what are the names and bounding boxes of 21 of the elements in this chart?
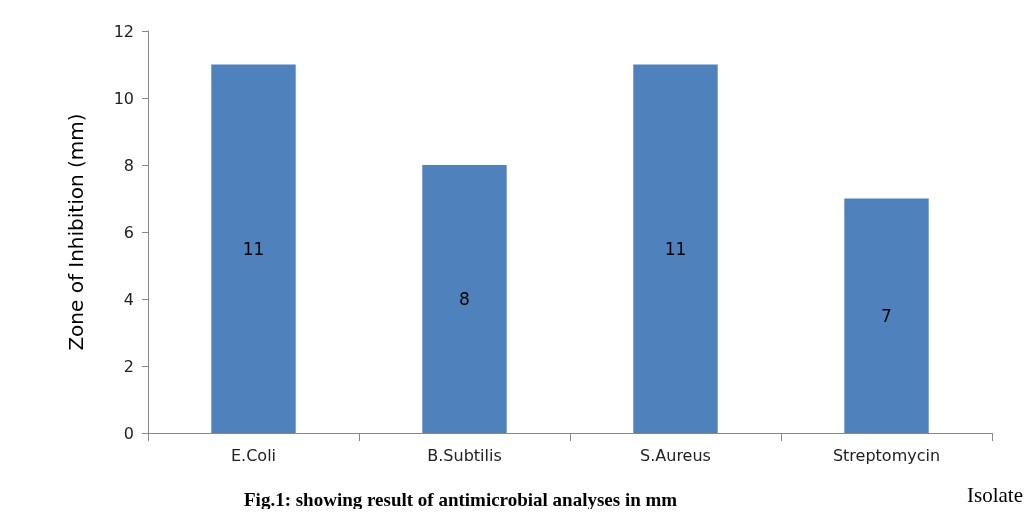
- x-axis-title: Isolate: [967, 482, 1024, 507]
- bar: [633, 64, 718, 433]
- x-tick-label: S.Aureus: [640, 445, 711, 465]
- y-tick-label: 6: [123, 222, 134, 242]
- y-tick-label: 8: [123, 155, 134, 175]
- y-tick-label: 0: [123, 423, 134, 443]
- bar: [422, 165, 507, 433]
- y-tick-label: 2: [123, 356, 134, 376]
- y-tick-label: 10: [113, 88, 134, 108]
- data-label: 11: [664, 238, 687, 259]
- x-tick-label: E.Coli: [230, 445, 277, 465]
- data-label: 8: [459, 289, 470, 309]
- bar: [211, 64, 296, 433]
- y-tick-label: 12: [113, 21, 134, 41]
- x-tick-label: B.Subtilis: [427, 445, 502, 465]
- data-label: 7: [881, 305, 892, 326]
- y-tick-label: 4: [123, 289, 134, 309]
- bar: [844, 198, 929, 433]
- data-label: 11: [242, 238, 265, 259]
- x-tick-label: Streptomycin: [832, 445, 941, 465]
- y-axis-title: Zone of Inhibition (mm): [64, 113, 88, 351]
